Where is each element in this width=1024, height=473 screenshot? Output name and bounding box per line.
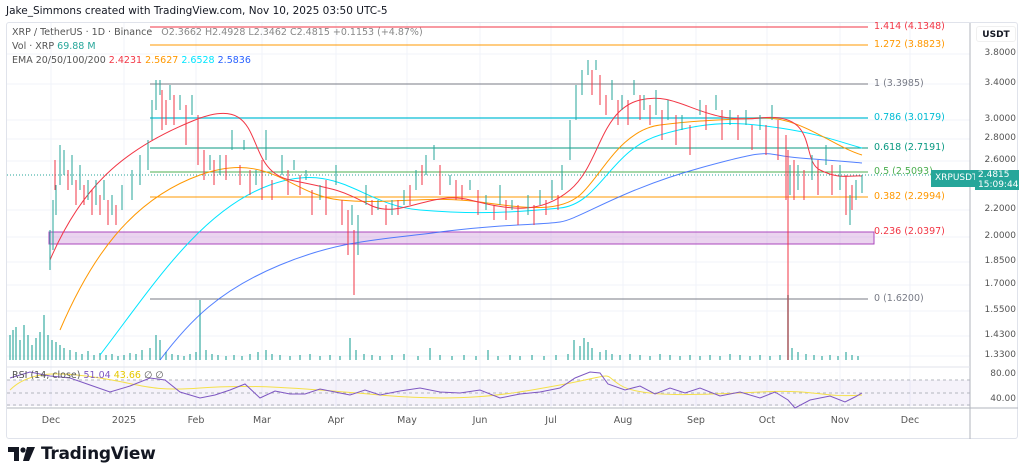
- fib-label-0786: 0.786 (3.0179): [874, 112, 945, 123]
- time-tick: Jul: [545, 415, 557, 426]
- time-tick: 2025: [111, 415, 137, 426]
- ohlc-high: H2.4928: [204, 27, 246, 38]
- time-tick: Dec: [41, 415, 61, 426]
- volume-value: 69.88 M: [57, 41, 96, 52]
- last-price-value: 2.4815: [978, 170, 1010, 180]
- fib-label-0: 0 (1.6200): [874, 293, 924, 304]
- rsi-value: 51.04: [83, 370, 111, 381]
- chart-credit: Jake_Simmons created with TradingView.co…: [6, 5, 388, 17]
- brand-name: TradingView: [41, 444, 156, 464]
- time-tick: Jun: [472, 415, 488, 426]
- fib-label-0382: 0.382 (2.2994): [874, 191, 945, 202]
- fib-label-1: 1 (3.3985): [874, 78, 924, 89]
- fib-label-1272: 1.272 (3.8823): [874, 39, 945, 50]
- rsi-ma-line: [9, 373, 863, 399]
- fib-label-1414: 1.414 (4.1348): [874, 21, 945, 32]
- time-tick: Nov: [830, 415, 850, 426]
- ohlc-open: O2.3662: [161, 27, 202, 38]
- rsi-ma-value: 43.66: [113, 370, 141, 381]
- rsi-legend: RSI (14, close) 51.04 43.66 ∅ ∅: [12, 370, 164, 381]
- time-tick: Oct: [758, 415, 776, 426]
- price-tick: 1.7000: [984, 279, 1017, 289]
- chart-legend: XRP / TetherUS · 1D · Binance O2.3662 H2…: [12, 26, 423, 68]
- price-tick: 2.2000: [984, 204, 1017, 214]
- ema100-value: 2.6528: [181, 55, 215, 66]
- symbol-title[interactable]: XRP / TetherUS · 1D · Binance: [12, 27, 153, 38]
- time-tick: Feb: [187, 415, 205, 426]
- rsi-line: [9, 371, 863, 409]
- volume-bars: [9, 295, 859, 360]
- time-tick: Aug: [613, 415, 633, 426]
- symbol-price-tag: XRPUSDT: [931, 170, 982, 187]
- time-tick: Apr: [327, 415, 345, 426]
- currency-button[interactable]: USDT: [976, 26, 1016, 42]
- chart-frame: [6, 22, 1018, 439]
- ema-200-line: [159, 153, 863, 361]
- price-tick: 1.5500: [984, 305, 1017, 315]
- support-zone[interactable]: [48, 231, 875, 245]
- price-tick: 3.8000: [984, 48, 1017, 58]
- volume-label[interactable]: Vol · XRP: [12, 41, 55, 52]
- rsi-tick: 40.00: [990, 394, 1016, 404]
- price-tick: 1.8500: [984, 256, 1017, 266]
- fib-label-0618: 0.618 (2.7191): [874, 142, 945, 153]
- time-tick: Mar: [253, 415, 271, 426]
- ohlc-close: C2.4815: [289, 27, 330, 38]
- rsi-extra-2: ∅: [155, 370, 164, 381]
- ema-label[interactable]: EMA 20/50/100/200: [12, 55, 106, 66]
- price-tick: 3.4000: [984, 78, 1017, 88]
- fib-label-05: 0.5 (2.5093): [874, 166, 933, 177]
- ema50-value: 2.5627: [145, 55, 179, 66]
- ema-20-line: [49, 97, 863, 261]
- price-change: +0.1153 (+4.87%): [332, 27, 423, 38]
- tradingview-logo[interactable]: TradingView: [8, 444, 156, 464]
- price-tick: 2.6000: [984, 155, 1017, 165]
- rsi-tick: 80.00: [990, 369, 1016, 379]
- time-tick: Dec: [900, 415, 920, 426]
- time-tick: May: [397, 415, 417, 426]
- ohlc-low: L2.3462: [248, 27, 287, 38]
- ema20-value: 2.4231: [108, 55, 143, 66]
- fib-label-0236: 0.236 (2.0397): [874, 226, 945, 237]
- time-tick: Sep: [687, 415, 705, 426]
- ema-100-line: [99, 123, 863, 356]
- ema-50-line: [59, 117, 863, 331]
- price-tick: 1.4300: [984, 330, 1017, 340]
- price-candles[interactable]: [49, 60, 863, 360]
- bar-countdown: 15:09:44: [978, 180, 1019, 190]
- price-tick: 3.0000: [984, 114, 1017, 124]
- price-tick: 2.0000: [984, 231, 1017, 241]
- tradingview-logo-icon: [8, 447, 35, 461]
- price-tick: 1.3300: [984, 350, 1017, 360]
- grid-lines: [7, 23, 970, 408]
- rsi-label[interactable]: RSI (14, close): [12, 370, 81, 381]
- last-price-box: 2.4815 15:09:44: [975, 170, 1019, 190]
- price-tick: 2.8000: [984, 133, 1017, 143]
- rsi-extra-1: ∅: [143, 370, 153, 381]
- ema200-value: 2.5836: [217, 55, 251, 66]
